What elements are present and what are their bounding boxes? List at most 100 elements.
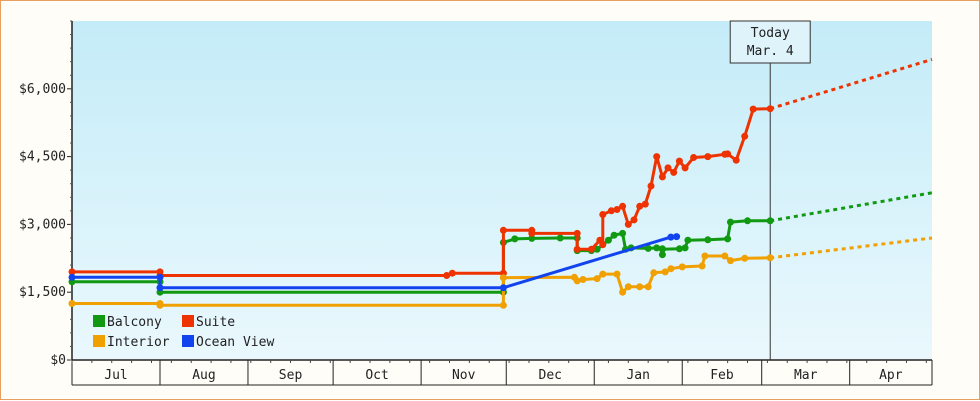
- data-point-balcony: [658, 251, 666, 259]
- series-interior: [68, 236, 933, 309]
- data-point-suite: [630, 216, 638, 224]
- data-point-suite: [68, 268, 76, 276]
- data-point-balcony: [658, 245, 666, 253]
- data-point-suite: [670, 168, 678, 176]
- data-point-balcony: [604, 236, 612, 244]
- data-point-suite: [647, 182, 655, 190]
- data-point-suite: [573, 229, 581, 237]
- data-point-interior: [766, 254, 774, 262]
- data-point-balcony: [593, 245, 601, 253]
- today-box: [729, 20, 811, 64]
- legend-swatch-ocean-view: [182, 335, 194, 347]
- data-point-suite: [741, 132, 749, 140]
- series-ocean-view: [68, 233, 681, 292]
- data-point-suite: [675, 157, 683, 165]
- data-point-ocean-view: [156, 273, 164, 281]
- data-point-suite: [573, 245, 581, 253]
- y-tick-label: $0: [50, 353, 66, 368]
- data-point-suite: [658, 173, 666, 181]
- x-month-label: Apr: [879, 368, 903, 383]
- data-point-interior: [156, 301, 164, 309]
- data-point-suite: [732, 156, 740, 164]
- data-point-suite: [653, 153, 661, 161]
- data-point-suite: [619, 202, 627, 210]
- data-point-suite: [681, 164, 689, 172]
- data-point-interior: [644, 283, 652, 291]
- data-point-suite: [613, 206, 621, 213]
- data-point-suite: [690, 154, 698, 161]
- data-point-balcony: [619, 229, 627, 237]
- data-point-balcony: [684, 236, 692, 244]
- y-tick-label: $1,500: [19, 285, 66, 300]
- x-month-label: Feb: [710, 368, 734, 383]
- data-point-interior: [678, 263, 686, 271]
- data-point-suite: [587, 245, 595, 253]
- legend-label-balcony: Balcony: [107, 315, 162, 330]
- data-point-balcony: [556, 234, 564, 242]
- data-point-suite: [443, 272, 451, 279]
- data-point-ocean-view: [156, 284, 164, 292]
- data-point-balcony: [681, 244, 689, 252]
- data-point-interior: [499, 301, 507, 309]
- x-month-label: Sep: [279, 368, 303, 383]
- data-point-ocean-view: [667, 233, 675, 241]
- data-point-suite: [749, 105, 757, 113]
- data-point-ocean-view: [68, 273, 76, 281]
- y-tick-label: $4,500: [19, 150, 66, 165]
- data-point-suite: [624, 220, 632, 228]
- data-point-interior: [499, 274, 507, 282]
- data-point-interior: [636, 283, 644, 291]
- data-point-balcony: [644, 244, 652, 252]
- data-point-interior: [661, 268, 669, 276]
- forecast-line-balcony: [769, 191, 933, 223]
- today-date-label: Mar. 4: [747, 44, 794, 59]
- legend-swatch-balcony: [93, 315, 105, 327]
- data-point-interior: [579, 276, 587, 283]
- data-point-interior: [667, 265, 675, 273]
- data-point-interior: [68, 300, 76, 307]
- plot-area: [72, 21, 932, 360]
- data-point-interior: [727, 257, 734, 265]
- data-point-interior: [593, 275, 601, 283]
- legend-label-suite: Suite: [196, 315, 235, 330]
- data-point-balcony: [727, 218, 734, 226]
- data-point-suite: [599, 211, 607, 218]
- data-point-suite: [448, 269, 456, 277]
- data-point-interior: [599, 270, 607, 278]
- data-point-interior: [721, 252, 729, 260]
- data-point-balcony: [528, 234, 536, 242]
- data-point-suite: [499, 226, 507, 234]
- x-month-label: Jan: [626, 368, 649, 383]
- data-point-suite: [528, 229, 536, 237]
- data-point-interior: [701, 252, 709, 260]
- data-point-suite: [641, 200, 649, 208]
- data-point-interior: [573, 277, 581, 285]
- x-month-label: Nov: [452, 368, 476, 383]
- legend-swatch-interior: [93, 335, 105, 347]
- data-point-interior: [613, 270, 621, 278]
- legend-swatch-suite: [182, 315, 194, 327]
- x-month-label: Oct: [365, 368, 388, 383]
- data-point-balcony: [610, 231, 618, 239]
- data-point-suite: [724, 150, 732, 158]
- data-point-suite: [664, 164, 672, 172]
- legend-label-interior: Interior: [107, 335, 170, 350]
- data-point-suite: [607, 207, 615, 215]
- data-point-interior: [741, 254, 749, 262]
- x-month-label: Jul: [104, 368, 127, 383]
- forecast-line-interior: [770, 236, 933, 260]
- data-point-ocean-view: [499, 284, 507, 292]
- data-point-suite: [599, 241, 607, 249]
- data-point-ocean-view: [673, 233, 681, 241]
- data-point-balcony: [675, 245, 683, 253]
- x-month-label: Dec: [539, 368, 562, 383]
- data-point-suite: [704, 153, 712, 161]
- y-tick-label: $3,000: [19, 217, 66, 232]
- data-point-interior: [619, 288, 627, 296]
- data-point-interior: [624, 283, 632, 291]
- y-tick-label: $6,000: [19, 82, 66, 97]
- data-point-interior: [650, 269, 658, 277]
- data-point-interior: [698, 262, 706, 270]
